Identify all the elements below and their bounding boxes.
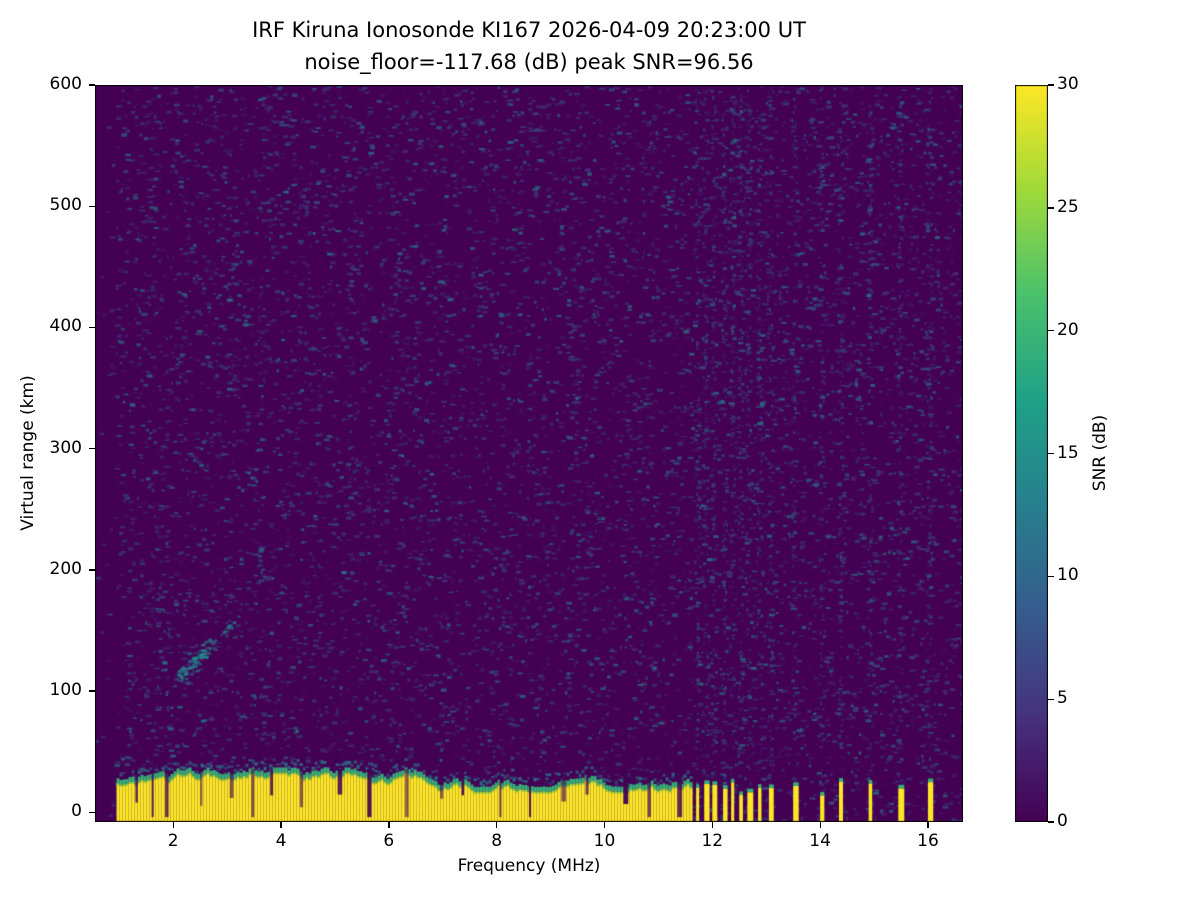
x-tick-mark — [927, 822, 929, 828]
y-tick-mark — [89, 569, 95, 571]
y-tick-label: 500 — [49, 195, 82, 216]
colorbar-tick-label: 0 — [1057, 811, 1068, 831]
x-tick-label: 16 — [917, 831, 939, 851]
y-tick-mark — [89, 84, 95, 86]
colorbar-tick-label: 15 — [1057, 442, 1079, 463]
x-tick-label: 4 — [275, 831, 287, 851]
x-tick-label: 12 — [701, 831, 724, 851]
x-tick-mark — [496, 822, 498, 828]
colorbar-gradient — [1015, 85, 1048, 822]
y-tick-label: 100 — [49, 680, 82, 701]
colorbar-title: SNR (dB) — [1090, 414, 1110, 492]
ionogram-heatmap — [95, 85, 963, 822]
plot-title: IRF Kiruna Ionosonde KI167 2026-04-09 20… — [252, 18, 806, 42]
colorbar-tick-label: 20 — [1057, 319, 1079, 340]
y-axis-title: Virtual range (km) — [18, 375, 38, 531]
plot-subtitle: noise_floor=-117.68 (dB) peak SNR=96.56 — [304, 50, 754, 74]
x-tick-label: 10 — [593, 831, 616, 851]
colorbar-tick-mark — [1048, 84, 1054, 86]
y-tick-mark — [89, 326, 95, 329]
y-tick-label: 0 — [71, 801, 82, 822]
colorbar-tick-label: 25 — [1057, 196, 1079, 217]
y-tick-label: 200 — [49, 558, 82, 579]
x-tick-label: 14 — [809, 831, 831, 851]
y-tick-label: 600 — [49, 74, 82, 94]
x-tick-mark — [819, 822, 821, 828]
x-tick-mark — [711, 822, 713, 828]
x-tick-label: 6 — [383, 831, 395, 851]
x-tick-mark — [388, 822, 390, 828]
y-tick-mark — [89, 205, 95, 207]
colorbar-tick-label: 30 — [1057, 74, 1079, 94]
colorbar-tick-mark — [1048, 698, 1054, 700]
x-tick-mark — [280, 822, 282, 828]
y-tick-mark — [89, 690, 95, 692]
colorbar-tick-mark — [1048, 207, 1054, 209]
y-tick-mark — [89, 448, 95, 450]
colorbar-tick-label: 5 — [1057, 688, 1068, 709]
colorbar-tick-mark — [1048, 452, 1054, 455]
colorbar-tick-mark — [1048, 330, 1054, 332]
y-tick-mark — [89, 811, 95, 813]
x-tick-label: 8 — [491, 831, 503, 851]
x-tick-mark — [172, 822, 174, 828]
colorbar-tick-mark — [1048, 575, 1054, 578]
x-tick-label: 2 — [167, 831, 179, 851]
y-tick-label: 400 — [49, 316, 82, 337]
x-axis-title: Frequency (MHz) — [457, 856, 601, 876]
colorbar-tick-label: 10 — [1057, 565, 1079, 586]
x-tick-mark — [603, 822, 606, 828]
colorbar-tick-mark — [1048, 821, 1054, 823]
y-tick-label: 300 — [49, 437, 82, 458]
